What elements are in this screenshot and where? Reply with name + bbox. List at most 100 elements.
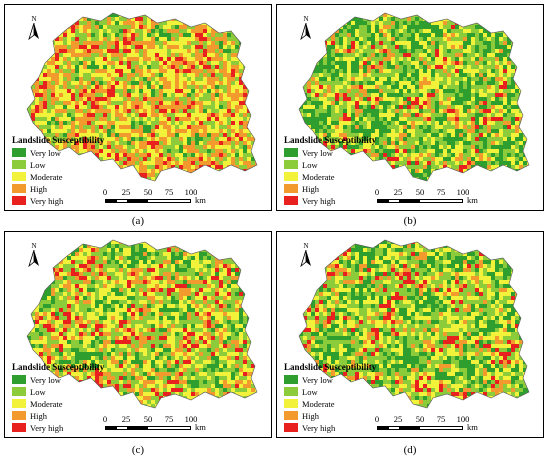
scale-tick-label: 75 — [164, 187, 174, 197]
scale-tick-label: 50 — [415, 187, 425, 197]
scale-unit: km — [195, 422, 206, 432]
scale-tick-label: 75 — [164, 414, 174, 424]
legend-swatch — [12, 375, 26, 384]
legend-swatch — [284, 184, 298, 193]
legend-item: Very high — [12, 195, 104, 206]
legend-swatch — [284, 160, 298, 169]
legend-label: Moderate — [30, 171, 63, 182]
legend-swatch — [12, 148, 26, 157]
legend-item: Very low — [284, 147, 376, 158]
legend-label: Low — [302, 159, 318, 170]
scale-tick-label: 75 — [436, 414, 446, 424]
legend-swatch — [12, 411, 26, 420]
study-area-boundary — [298, 239, 530, 409]
scale-bar: 0 25 50 75 100 km — [375, 414, 485, 436]
legend-item: High — [284, 183, 376, 194]
legend-item: Moderate — [12, 171, 104, 182]
study-area-boundary — [26, 239, 258, 409]
scale-tick-label: 50 — [143, 414, 153, 424]
legend-swatch — [284, 375, 298, 384]
study-area-boundary — [298, 12, 530, 182]
scale-unit: km — [467, 422, 478, 432]
panel-caption: (d) — [403, 444, 417, 456]
scale-unit: km — [467, 195, 478, 205]
map-panel-d: N Landslide Susceptibility Very low Low … — [276, 231, 544, 438]
map-panel-c: N Landslide Susceptibility Very low Low … — [4, 231, 272, 438]
legend-swatch — [284, 387, 298, 396]
legend-label: Very high — [302, 422, 336, 433]
legend-item: Moderate — [284, 398, 376, 409]
scale-tick-label: 100 — [184, 187, 198, 197]
legend-swatch — [284, 399, 298, 408]
legend-item: Low — [12, 159, 104, 170]
scale-tick-label: 100 — [456, 187, 470, 197]
map-panel-b: N Landslide Susceptibility Very low Low … — [276, 4, 544, 211]
north-label: N — [303, 242, 309, 250]
scale-tick-label: 0 — [374, 414, 380, 424]
legend-swatch — [12, 423, 26, 432]
scale-tick-label: 0 — [102, 187, 108, 197]
legend-title: Landslide Susceptibility — [284, 362, 377, 372]
north-arrow-icon — [28, 250, 39, 268]
legend-title: Landslide Susceptibility — [284, 135, 377, 145]
north-arrow: N — [27, 242, 41, 268]
scale-bar: 0 25 50 75 100 km — [103, 414, 213, 436]
north-arrow: N — [27, 15, 41, 41]
legend-item: High — [12, 183, 104, 194]
susceptibility-map — [298, 12, 530, 182]
legend-item: High — [12, 410, 104, 421]
legend-swatch — [284, 196, 298, 205]
north-label: N — [303, 15, 309, 23]
legend-item: Moderate — [284, 171, 376, 182]
legend-label: Very high — [302, 195, 336, 206]
legend-label: Very low — [302, 374, 333, 385]
legend-title: Landslide Susceptibility — [12, 135, 105, 145]
scale-bar-graphic — [377, 199, 463, 203]
legend-item: Low — [284, 159, 376, 170]
legend-item: High — [284, 410, 376, 421]
legend-swatch — [12, 172, 26, 181]
susceptibility-raster — [299, 240, 529, 408]
legend-label: Very high — [30, 195, 64, 206]
legend-swatch — [12, 160, 26, 169]
legend-item: Very low — [284, 374, 376, 385]
scale-tick-label: 50 — [415, 414, 425, 424]
north-arrow: N — [299, 15, 313, 41]
north-label: N — [31, 15, 37, 23]
legend-swatch — [12, 184, 26, 193]
legend-label: Low — [30, 386, 46, 397]
north-arrow-icon — [28, 23, 39, 41]
legend: Landslide Susceptibility Very low Low Mo… — [12, 135, 104, 206]
legend-label: Very low — [302, 147, 333, 158]
susceptibility-map — [298, 239, 530, 409]
susceptibility-map — [26, 239, 258, 409]
scale-bar-graphic — [377, 426, 463, 430]
legend-swatch — [12, 196, 26, 205]
map-panel-a: N Landslide Susceptibility Very low Low … — [4, 4, 272, 211]
legend-swatch — [284, 423, 298, 432]
legend-label: High — [30, 183, 47, 194]
legend-label: Moderate — [30, 398, 63, 409]
panel-caption: (a) — [131, 215, 145, 227]
scale-bar: 0 25 50 75 100 km — [375, 187, 485, 209]
legend-item: Low — [12, 386, 104, 397]
scale-tick-label: 100 — [184, 414, 198, 424]
scale-tick-label: 0 — [102, 414, 108, 424]
legend-label: Low — [30, 159, 46, 170]
north-arrow: N — [299, 242, 313, 268]
legend-label: Moderate — [302, 171, 335, 182]
legend-swatch — [284, 148, 298, 157]
legend-swatch — [12, 399, 26, 408]
legend-item: Low — [284, 386, 376, 397]
scale-tick-label: 25 — [121, 414, 131, 424]
legend-item: Moderate — [12, 398, 104, 409]
legend-item: Very high — [284, 195, 376, 206]
scale-tick-label: 25 — [393, 414, 403, 424]
legend-item: Very low — [12, 374, 104, 385]
study-area-boundary — [26, 12, 258, 182]
scale-tick-label: 0 — [374, 187, 380, 197]
north-arrow-icon — [300, 250, 311, 268]
legend-item: Very high — [284, 422, 376, 433]
legend-label: Very low — [30, 147, 61, 158]
legend-swatch — [12, 387, 26, 396]
